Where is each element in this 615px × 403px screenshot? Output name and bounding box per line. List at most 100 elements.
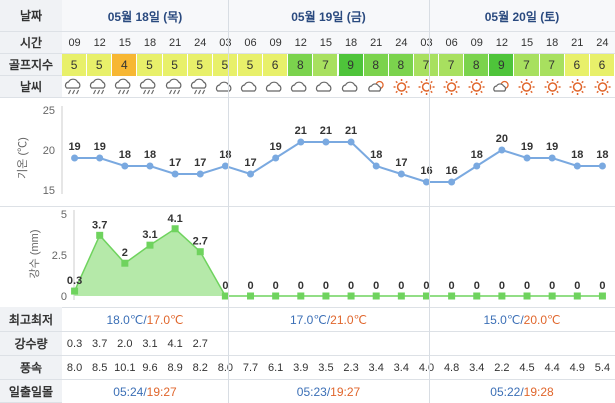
rain-point	[422, 292, 430, 300]
rain-data-label: 0	[298, 280, 304, 292]
rain-data-label: 0	[247, 280, 253, 292]
minmax-row: 18.0℃/17.0℃ 17.0℃/21.0℃ 15.0℃/20.0℃	[62, 307, 615, 332]
golf-index-cell: 6	[564, 54, 590, 76]
hour-cell: 09	[470, 37, 483, 49]
rain-amount-row: 0.3 3.7 2.0 3.1 4.1 2.7	[62, 332, 615, 356]
rain-amount-row-label: 강수량	[0, 332, 62, 356]
rain-data-label: 0	[449, 280, 455, 292]
rain-point	[322, 292, 330, 300]
rain-data-label: 0	[524, 280, 530, 292]
temp-data-label: 18	[119, 149, 131, 161]
cloudy-icon	[265, 81, 282, 92]
rain-point	[573, 292, 581, 300]
golf-index-row-label: 골프지수	[0, 54, 62, 76]
rain-data-label: 0	[323, 280, 329, 292]
hour-cell: 09	[68, 37, 81, 49]
wind-cell: 3.9	[293, 362, 309, 374]
cloudy-icon	[316, 81, 332, 92]
rain-data-label: 0	[549, 280, 555, 292]
rain-icon	[64, 78, 81, 95]
temp-data-label: 18	[571, 149, 583, 161]
cloudy-icon	[291, 81, 307, 92]
wind-cell: 8.5	[92, 362, 108, 374]
golf-index-cell: 9	[489, 54, 515, 76]
temp-data-label: 19	[94, 141, 106, 153]
sunny-icon	[443, 79, 460, 95]
rain-icon	[165, 78, 181, 95]
rain-chart-panel: 강수 (mm) 0 2.5 5 0.3 3.7 2 3.1 4.1 2.7 0 0 0 0 0 0 0 0 0 0 0…	[0, 206, 615, 308]
rain-data-label: 0	[474, 280, 480, 292]
temp-point	[96, 154, 104, 162]
temp-point	[196, 170, 204, 178]
temp-data-label: 17	[194, 157, 206, 169]
temp-point	[397, 170, 405, 178]
wind-cell: 10.1	[114, 362, 136, 374]
temp-data-label: 21	[295, 125, 307, 137]
rain-y-tick: 0	[61, 291, 67, 303]
rain-point	[297, 292, 305, 300]
rain-icon	[140, 78, 156, 95]
rain-data-label: 4.1	[167, 213, 182, 225]
temp-data-label: 19	[546, 141, 558, 153]
partly-sunny-icon	[367, 80, 384, 92]
rain-point	[71, 287, 79, 295]
rain-data-label: 0	[599, 280, 605, 292]
golf-index-cell: 8	[363, 54, 389, 76]
wind-cell: 4.8	[443, 362, 460, 374]
rain-amount-cell	[439, 332, 464, 356]
rain-data-label: 2	[122, 247, 128, 259]
rain-data-label: 0	[423, 280, 429, 292]
hour-cell: 21	[571, 37, 584, 49]
day-label-3: 05월 20일 (토)	[484, 9, 560, 24]
temp-point	[448, 178, 456, 186]
rain-amount-cell	[590, 332, 615, 356]
temp-point	[121, 162, 129, 170]
day-separator	[429, 0, 430, 403]
day-label-1: 05월 18일 (목)	[107, 9, 183, 24]
wind-row: 8.0 8.5 10.1 9.6 8.9 8.2 8.0 7.7 6.1 3.9 3.5 2.3 3.4…	[62, 356, 615, 380]
cloudy-icon	[341, 81, 357, 92]
wind-cell: 4.4	[544, 362, 560, 374]
hour-cell: 15	[319, 37, 333, 49]
minmax-day-3: 15.0℃/20.0℃	[483, 312, 561, 327]
sunny-icon	[393, 79, 410, 95]
rain-point	[247, 292, 255, 300]
rain-amount-cell	[313, 332, 338, 356]
golf-index-cell: 9	[338, 54, 364, 76]
hour-cell: 24	[194, 37, 207, 49]
rain-amount-cell	[389, 332, 414, 356]
rain-data-label: 3.1	[142, 229, 157, 241]
golf-index-cell: 8	[288, 54, 314, 76]
temp-data-label: 21	[320, 125, 332, 137]
temp-line	[74, 141, 603, 183]
minmax-day-2: 17.0℃/21.0℃	[289, 312, 368, 327]
rain-point	[171, 225, 179, 233]
hour-cell: 03	[219, 37, 232, 49]
temp-data-label: 20	[496, 133, 508, 145]
rain-point	[397, 292, 405, 300]
wind-row-label: 풍속	[0, 356, 62, 380]
sunny-icon	[418, 79, 435, 95]
temp-point	[473, 162, 481, 170]
golf-index-cell: 8	[464, 54, 490, 76]
temp-point	[322, 138, 330, 146]
hour-cell: 12	[294, 37, 307, 49]
temp-point	[71, 154, 79, 162]
sunny-icon	[569, 79, 586, 95]
sunny-icon	[544, 79, 561, 95]
rain-amount-cell	[489, 332, 514, 356]
golf-index-cell: 5	[62, 54, 88, 76]
rain-point	[221, 292, 229, 300]
rain-point	[196, 248, 204, 256]
rain-data-label: 0.3	[67, 275, 82, 287]
rain-point	[272, 292, 280, 300]
rain-data-label: 0	[574, 280, 580, 292]
temp-data-label: 18	[219, 149, 231, 161]
rain-line	[73, 227, 603, 297]
rain-amount-cell	[213, 332, 238, 356]
wind-cell: 4.5	[519, 362, 535, 374]
day-separator	[228, 0, 229, 403]
rain-data-label: 0	[222, 280, 228, 292]
golf-index-cell: 7	[439, 54, 465, 76]
golf-index-cell: 4	[112, 54, 138, 76]
